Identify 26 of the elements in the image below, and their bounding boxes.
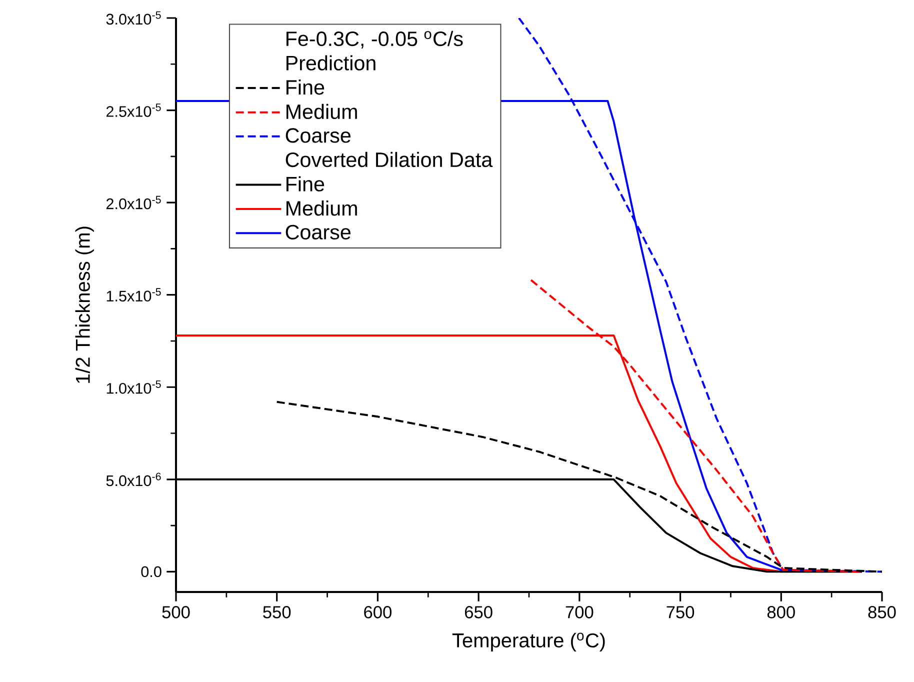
x-tick-label: 600 (364, 606, 392, 618)
y-tick-label: 1.5x10$^{-5}$ (106, 288, 161, 302)
y-tick-label: 5.0x10$^{-6}$ (106, 472, 161, 486)
x-axis-title: Temperature ($^{o}$C) (452, 632, 605, 652)
annotation: Prediction (286, 55, 376, 70)
legend-label: Fine (286, 176, 324, 192)
y-tick-label: 1.0x10$^{-5}$ (106, 380, 161, 394)
x-tick-label: 850 (868, 606, 896, 618)
annotation: Coverted Dilation Data (286, 152, 493, 168)
legend-label: Coarse (286, 224, 351, 240)
y-axis-title: 1/2 Thickness (m) (75, 226, 94, 383)
legend-label: Fine (286, 80, 324, 95)
y-tick-label: 2.0x10$^{-5}$ (106, 196, 161, 210)
legend-label: Coarse (286, 128, 351, 143)
x-tick-label: 800 (767, 606, 795, 618)
y-tick-label: 2.5x10$^{-5}$ (106, 104, 161, 117)
x-tick-label: 700 (566, 606, 594, 618)
legend-title: Fe-0.3C, -0.05 $^{o}$C/s (286, 30, 463, 49)
y-tick-label: 3.0x10$^{-5}$ (106, 11, 161, 25)
legend-label: Medium (286, 104, 357, 120)
x-tick-label: 500 (162, 606, 190, 618)
legend-label: Medium (286, 200, 357, 216)
x-tick-label: 550 (263, 606, 291, 618)
x-tick-label: 650 (464, 606, 492, 618)
x-tick-label: 750 (666, 606, 694, 618)
y-tick-label: 0.0 (141, 566, 162, 578)
